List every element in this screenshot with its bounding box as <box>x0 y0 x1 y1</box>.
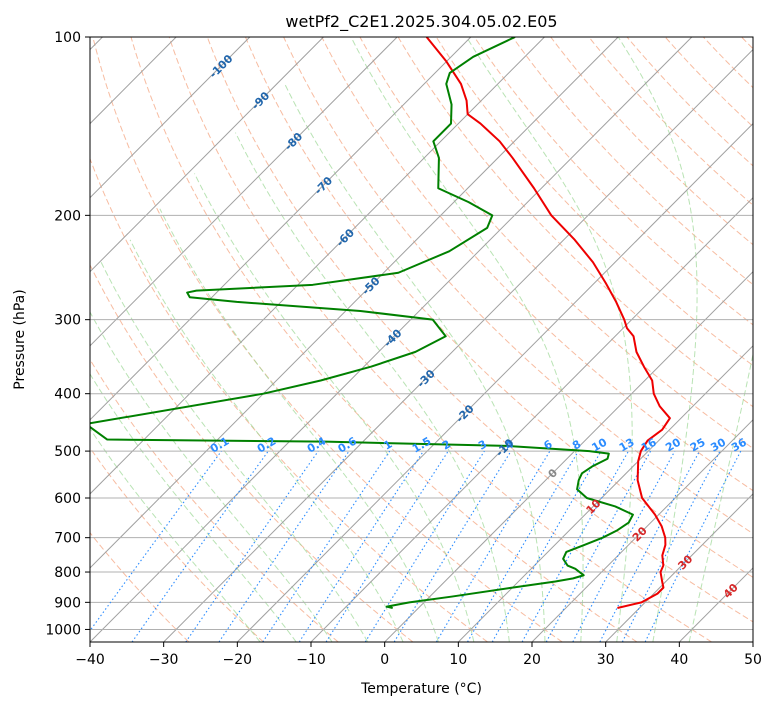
y-tick-label: 100 <box>54 30 81 46</box>
y-tick-label: 600 <box>54 491 81 507</box>
profile-lines <box>90 37 671 609</box>
axes: −40 −30 −20 −10 0 10 20 30 40 50 1000 900 800 700 600 5… <box>45 30 762 668</box>
plot-frame <box>89 36 754 643</box>
dry-adiabat <box>206 37 753 623</box>
dry-adiabat <box>626 37 753 167</box>
mixing-ratio-line <box>325 450 449 642</box>
x-tick-label: 20 <box>523 652 541 668</box>
isotherm-line <box>457 345 753 642</box>
mixing-ratio-line <box>90 450 222 632</box>
isotherm-line <box>310 196 753 642</box>
isotherm-line <box>90 37 545 495</box>
mixing-ratio-line <box>131 450 269 642</box>
isotherm-line <box>90 37 398 347</box>
moist-adiabat <box>90 427 261 642</box>
isotherm-line <box>605 493 753 642</box>
isotherm-line <box>90 37 472 421</box>
mixing-ratio-line <box>262 450 391 642</box>
isotherm-line <box>236 122 753 642</box>
dewpoint-profile <box>90 37 634 609</box>
isotherm-line <box>531 419 753 642</box>
y-tick-label: 900 <box>54 595 81 611</box>
dry-adiabat <box>435 37 753 367</box>
dry-adiabat <box>588 37 753 206</box>
y-tick-label: 800 <box>54 565 81 581</box>
moist-adiabat <box>159 208 439 642</box>
x-tick-label: −40 <box>75 652 105 668</box>
y-tick-label: 300 <box>54 313 81 329</box>
mixing-ratio-line <box>545 450 652 642</box>
chart-title: wetPf2_C2E1.2025.304.05.02.E05 <box>285 12 557 32</box>
temperature-profile <box>425 37 671 609</box>
dry-adiabat <box>473 37 753 326</box>
background-lines <box>90 37 753 642</box>
x-tick-label: −10 <box>296 652 326 668</box>
moist-adiabat <box>90 311 333 642</box>
mixing-ratio-line <box>521 450 629 642</box>
x-axis-title: Temperature (°C) <box>360 681 482 697</box>
mixing-ratio-line <box>644 450 742 642</box>
dry-adiabat <box>168 37 712 642</box>
isotherm-line <box>384 271 753 642</box>
moist-adiabat <box>129 239 404 642</box>
isotherm-line <box>90 37 324 273</box>
dry-adiabat <box>90 358 339 642</box>
moist-adiabat <box>350 37 584 642</box>
mixing-ratio-line <box>298 450 424 642</box>
mixing-ratio-line <box>572 450 676 642</box>
dry-adiabat <box>90 263 414 642</box>
moist-adiabat <box>688 352 753 642</box>
x-tick-label: 30 <box>597 652 615 668</box>
x-tick-label: 0 <box>380 652 389 668</box>
dry-adiabat <box>550 37 753 246</box>
y-tick-label: 400 <box>54 387 81 403</box>
dry-adiabat <box>244 37 753 578</box>
moist-adiabat <box>284 83 546 642</box>
y-tick-label: 200 <box>54 208 81 224</box>
dry-adiabat <box>90 531 190 642</box>
x-tick-label: 40 <box>670 652 688 668</box>
x-tick-label: −20 <box>223 652 253 668</box>
x-tick-label: 50 <box>744 652 762 668</box>
moist-adiabat <box>194 173 475 642</box>
mixing-ratio-line <box>218 450 350 642</box>
mixing-ratio-line <box>185 450 319 642</box>
dry-adiabat <box>397 37 753 408</box>
mixing-ratio-line <box>393 450 512 642</box>
x-tick-label: 10 <box>449 652 467 668</box>
y-tick-label: 500 <box>54 444 81 460</box>
dry-adiabat <box>359 37 753 449</box>
dry-adiabat <box>92 37 563 642</box>
moist-adiabat <box>617 37 698 642</box>
dry-adiabat <box>130 37 638 642</box>
x-tick-label: −30 <box>149 652 179 668</box>
isotherm-line <box>90 37 251 199</box>
y-tick-label: 1000 <box>45 622 81 638</box>
isotherm-line <box>90 37 693 642</box>
isotherm-line <box>90 37 619 569</box>
mixing-ratio-line <box>621 450 721 642</box>
isotherm-line <box>163 48 753 642</box>
y-tick-label: 700 <box>54 531 81 547</box>
y-axis-title: Pressure (hPa) <box>12 289 28 389</box>
